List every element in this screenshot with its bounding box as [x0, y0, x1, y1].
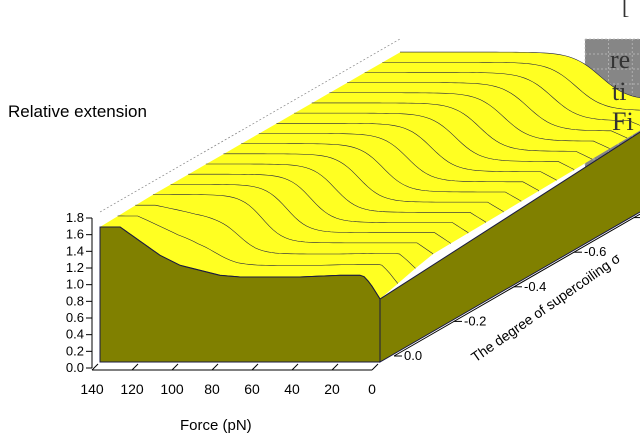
y-tick-label: -0.6	[584, 244, 606, 259]
surface-strip	[117, 205, 416, 284]
y-tick-label: -0.2	[464, 313, 486, 328]
z-tick-label: 0.0	[66, 360, 84, 375]
surface-strip	[311, 93, 610, 160]
right-face	[379, 131, 640, 363]
z-tick-label: 0.8	[66, 293, 84, 308]
margin-text-3: Fi	[612, 107, 634, 136]
surface-strip	[223, 143, 522, 212]
surface-strip	[135, 194, 433, 269]
side-walls	[99, 131, 640, 363]
x-tick-mark	[171, 363, 179, 371]
x-tick-mark	[251, 363, 259, 371]
axes: 0.0 0.20.4 0.6 0.81.0 1.2 1.41.6 1.8 140 120 100 8…	[66, 210, 640, 397]
surface-strip	[329, 82, 628, 149]
surface-strip	[100, 216, 398, 299]
z-tick-label: 1.0	[66, 277, 84, 292]
z-tick-label: 1.6	[66, 227, 84, 242]
x-tick-label: 80	[204, 381, 220, 397]
surface-strip	[382, 52, 640, 111]
surface-strip	[276, 113, 575, 181]
x-tick-label: 140	[80, 381, 104, 397]
margin-text-2: ti	[612, 77, 627, 106]
x-tick-label: 20	[324, 381, 340, 397]
z-tick-label: 0.4	[66, 327, 84, 342]
surface-strip	[347, 72, 640, 139]
x-tick-mark	[131, 363, 139, 371]
x-tick-mark	[91, 363, 99, 371]
x-tick-label: 0	[368, 381, 376, 397]
surface-strip	[152, 184, 451, 255]
y-tick-label: -0.4	[524, 279, 546, 294]
x-tick-label: 120	[120, 381, 144, 397]
left-grid-line	[99, 38, 401, 213]
x-tick-mark	[291, 363, 299, 371]
front-face	[99, 226, 381, 363]
z-tick-label: 0.2	[66, 343, 84, 358]
y-axis-line	[393, 213, 640, 357]
y-tick-label: 0.0	[404, 348, 422, 363]
x-tick-mark	[331, 363, 339, 371]
x-tick-label: 40	[284, 381, 300, 397]
surface-strip	[170, 174, 469, 244]
surface-strip	[241, 133, 539, 202]
z-tick-label: 0.6	[66, 310, 84, 325]
x-tick-label: 100	[160, 381, 184, 397]
x-tick-mark	[371, 363, 379, 371]
surface-strip	[205, 154, 504, 223]
x-axis-label: Force (pN)	[180, 417, 252, 434]
surface-strip	[364, 62, 640, 126]
surface-strip	[188, 164, 486, 234]
surface-strip	[258, 123, 557, 191]
z-tick-label: 1.4	[66, 243, 84, 258]
x-tick-mark	[211, 363, 219, 371]
margin-text-0: [	[622, 0, 630, 19]
z-tick-label: 1.8	[66, 210, 84, 225]
margin-text-1: re	[610, 45, 631, 74]
surface-ridges	[100, 51, 640, 300]
surface-strip	[294, 103, 592, 170]
z-axis-label: Relative extension	[8, 102, 147, 121]
z-tick-label: 1.2	[66, 260, 84, 275]
x-tick-label: 60	[244, 381, 260, 397]
